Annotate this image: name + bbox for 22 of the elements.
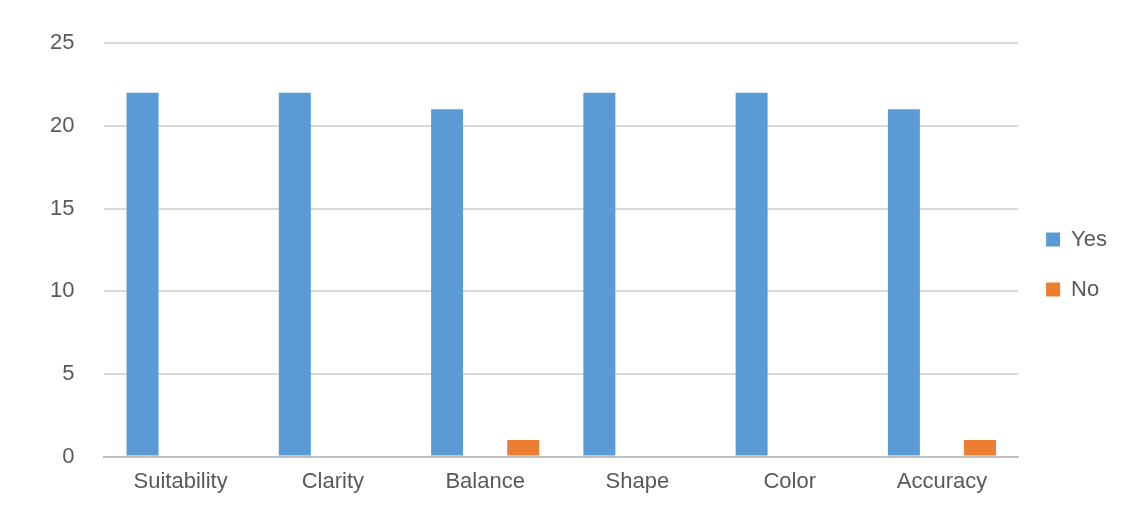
y-tick-label: 10 bbox=[49, 277, 75, 303]
y-tick-label: 20 bbox=[49, 111, 75, 137]
x-tick-label: Clarity bbox=[301, 467, 365, 493]
y-tick-label: 0 bbox=[62, 442, 75, 468]
x-tick-label: Suitability bbox=[133, 467, 228, 493]
legend-label: Yes bbox=[1071, 225, 1107, 251]
y-tick-label: 5 bbox=[62, 359, 75, 385]
x-tick-label: Shape bbox=[605, 467, 670, 493]
bar bbox=[126, 92, 159, 456]
bar bbox=[964, 440, 997, 456]
x-tick-label: Color bbox=[763, 467, 816, 493]
bar bbox=[887, 109, 920, 456]
x-tick-label: Balance bbox=[445, 467, 525, 493]
legend-label: No bbox=[1071, 275, 1100, 301]
x-tick-label: Accuracy bbox=[896, 467, 988, 493]
bar bbox=[583, 92, 616, 456]
bar bbox=[431, 109, 464, 456]
y-tick-label: 15 bbox=[49, 194, 75, 220]
bar bbox=[507, 440, 540, 456]
bar bbox=[735, 92, 768, 456]
y-tick-label: 25 bbox=[49, 29, 75, 55]
bar bbox=[278, 92, 311, 456]
